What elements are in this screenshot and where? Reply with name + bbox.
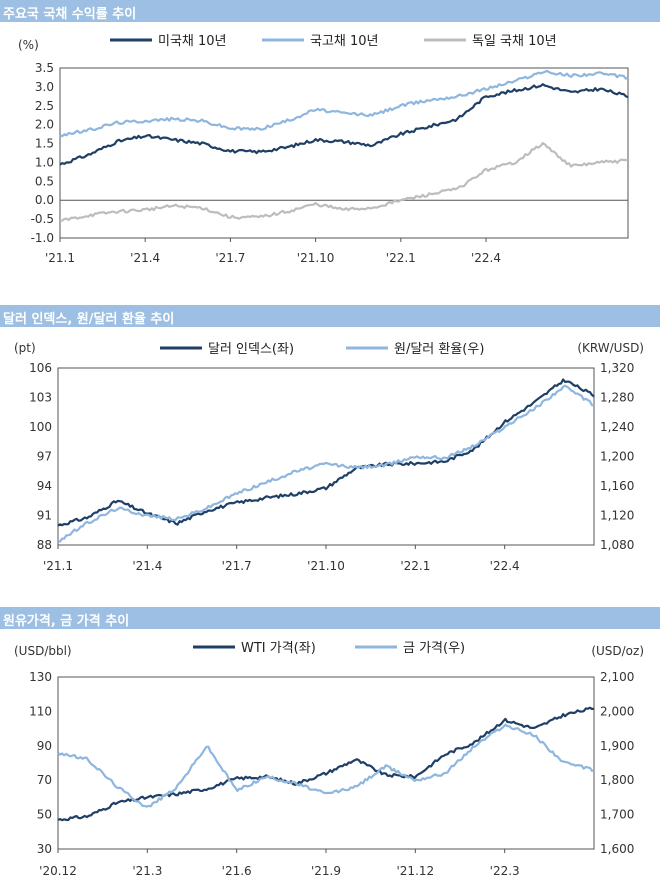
x-tick-label: '22.1 [400,559,430,573]
y-tick-label: -1.0 [31,231,54,245]
y-right-tick-label: 1,800 [600,773,634,787]
y-tick-label: 0.5 [35,174,54,188]
y-right-tick-label: 1,080 [600,538,634,552]
x-tick-label: '21.12 [397,864,435,878]
y-right-tick-label: 1,600 [600,842,634,856]
series-line [59,83,629,166]
y-tick-label: 91 [37,509,52,523]
y-axis-unit: (%) [18,38,39,52]
y-right-tick-label: 1,120 [600,509,634,523]
x-tick-label: '21.7 [215,251,245,265]
legend-label: 원/달러 환율(우) [394,342,484,357]
x-tick-label: '22.1 [386,251,416,265]
y-right-tick-label: 2,100 [600,670,634,684]
legend-label: 금 가격(우) [403,641,465,656]
series-line [59,69,629,138]
panel-title: 주요국 국채 수익률 추이 [3,7,137,22]
y-tick-label: 97 [37,450,52,464]
plot-frame [59,67,629,239]
y-right-tick-label: 1,160 [600,479,634,493]
y-tick-label: 1.5 [35,137,54,151]
series-line [57,378,595,527]
y-tick-label: 2.0 [35,118,54,132]
plot-frame [57,676,595,850]
y-tick-label: 3.5 [35,61,54,75]
plot-frame [57,367,595,546]
bond-yield-chart: 3.5 3.0 2.5 2.0 1.5 1.0 0.5 0.0 -0.5 -1.0 (%) '21.1… [18,34,629,265]
y-right-tick-label: 1,280 [600,391,634,405]
y-tick-label: 106 [29,361,52,375]
panel-title: 달러 인덱스, 원/달러 환율 추이 [3,312,175,327]
x-tick-label: '21.10 [297,251,335,265]
series-line [57,384,595,543]
legend-label: 국고채 10년 [310,34,379,49]
series-line [59,141,629,223]
y-tick-label: 110 [29,704,52,718]
y-tick-label: 1.0 [35,155,54,169]
x-tick-label: '21.10 [307,559,345,573]
y-tick-label: 103 [29,391,52,405]
y-right-tick-label: 2,000 [600,704,634,718]
y-right-axis-unit: (USD/oz) [591,644,644,658]
y-right-tick-label: 1,240 [600,420,634,434]
y-right-axis-unit: (KRW/USD) [577,341,644,355]
y-right-tick-label: 1,320 [600,361,634,375]
y-tick-label: 50 [37,808,52,822]
x-tick-label: '21.3 [132,864,162,878]
y-tick-label: 88 [37,538,52,552]
panel-header: 주요국 국채 수익률 추이 [0,0,660,22]
y-tick-label: 100 [29,420,52,434]
oil-gold-chart: 130 110 90 70 50 30 2,100 2,000 1,900 1,800 1,700 1… [14,641,644,878]
y-tick-label: 70 [37,773,52,787]
x-tick-label: '21.4 [130,251,160,265]
x-tick-label: '21.1 [45,251,75,265]
legend-label: WTI 가격(좌) [241,641,316,656]
legend-label: 달러 인덱스(좌) [208,342,294,357]
x-tick-label: '21.9 [311,864,341,878]
x-tick-label: '21.7 [222,559,252,573]
x-tick-label: '22.4 [490,559,520,573]
x-tick-label: '22.3 [490,864,520,878]
y-right-tick-label: 1,900 [600,739,634,753]
panel-header: 원유가격, 금 가격 추이 [0,607,660,629]
y-tick-label: 90 [37,739,52,753]
y-right-tick-label: 1,700 [600,808,634,822]
y-tick-label: 30 [37,842,52,856]
y-axis-unit: (USD/bbl) [14,644,72,658]
panel-title: 원유가격, 금 가격 추이 [3,614,130,629]
y-tick-label: -0.5 [31,212,54,226]
x-tick-label: '21.4 [132,559,162,573]
series-line [57,706,594,822]
legend-label: 미국채 10년 [158,34,227,49]
y-tick-label: 0.0 [35,193,54,207]
y-tick-label: 2.5 [35,99,54,113]
x-tick-label: '21.1 [43,559,73,573]
x-tick-label: '20.12 [39,864,77,878]
y-right-tick-label: 1,200 [600,450,634,464]
y-tick-label: 94 [37,479,52,493]
y-tick-label: 3.0 [35,80,54,94]
y-axis-unit: (pt) [14,341,36,355]
x-tick-label: '22.4 [471,251,501,265]
x-tick-label: '21.6 [222,864,252,878]
y-tick-label: 130 [29,670,52,684]
dollar-index-fx-chart: 106 103 100 97 94 91 88 1,320 1,280 1,240 1,200 1,1… [14,341,644,573]
panel-header: 달러 인덱스, 원/달러 환율 추이 [0,305,660,327]
series-line [57,723,595,808]
legend-label: 독일 국채 10년 [472,34,557,49]
